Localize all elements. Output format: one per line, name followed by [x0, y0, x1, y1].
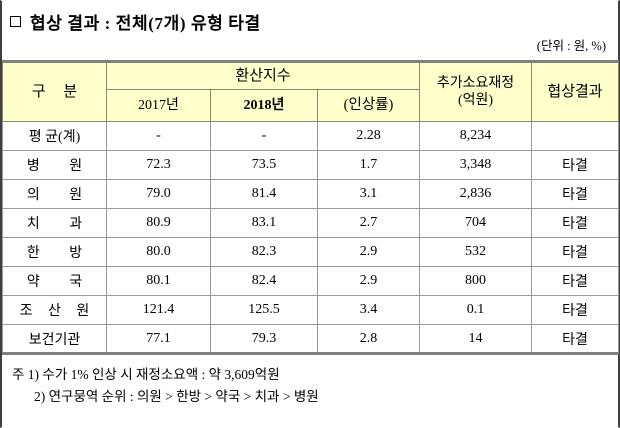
table-row: 약 국 80.1 82.4 2.9 800 타결 — [2, 266, 620, 296]
column-header-gubun: 구 분 — [2, 60, 107, 122]
cell-2018: 81.4 — [210, 179, 318, 209]
row-category-label: 약 국 — [26, 275, 96, 290]
cell-result: 타결 — [531, 150, 620, 180]
footnote-2: 2) 연구뭉역 순위 : 의원 > 한방 > 약국 > 치과 > 병원 — [34, 388, 319, 404]
cell-2018: 83.1 — [210, 208, 318, 238]
cell-rate: 2.9 — [316, 237, 421, 267]
open-square-bullet-icon — [10, 16, 21, 27]
column-header-hwansan: 환산지수 — [105, 60, 421, 90]
table-row: 조 산 원 121.4 125.5 3.4 0.1 타결 — [2, 295, 620, 325]
row-category-label: 조 산 원 — [19, 304, 96, 319]
document-title-row: 협상 결과 : 전체(7개) 유형 타결 — [2, 1, 618, 33]
column-header-finance-label: 추가소요재정 — [436, 75, 515, 91]
cell-finance: 8,234 — [419, 121, 533, 151]
cell-result: 타결 — [531, 324, 620, 355]
row-category: 보건기관 — [2, 324, 107, 355]
table-row: 평 균(계) - -2.28 8,234 — [2, 121, 620, 151]
cell-result: 타결 — [531, 208, 620, 238]
cell-rate: 2.8 — [316, 324, 421, 355]
footnotes: 주 1) 수가 1% 인상 시 재정소요액 : 약 3,609억원 2) 연구뭉… — [2, 355, 618, 408]
row-category: 치 과 — [2, 208, 107, 238]
column-header-finance-unit: (억원) — [457, 93, 494, 108]
cell-2017: 80.9 — [106, 208, 211, 238]
negotiation-results-table: 구 분 환산지수 추가소요재정 (억원) 협상결과 2017년 2018년 (인… — [2, 60, 620, 355]
cell-2017: 72.3 — [106, 150, 211, 180]
cell-finance: 0.1 — [419, 295, 533, 325]
cell-result — [531, 121, 620, 151]
footnote-1: 주 1) 수가 1% 인상 시 재정소요액 : 약 3,609억원 — [12, 367, 280, 382]
cell-2017: 79.0 — [106, 179, 211, 209]
cell-result: 타결 — [531, 295, 620, 325]
cell-result: 타결 — [531, 237, 620, 267]
cell-finance: 3,348 — [419, 150, 533, 180]
row-category: 조 산 원 — [2, 295, 107, 325]
column-header-2018: 2018년 — [210, 89, 318, 123]
row-category-label: 평 균(계) — [28, 130, 81, 145]
row-category-label: 의 원 — [26, 188, 96, 203]
cell-2018: 125.5 — [210, 295, 318, 325]
cell-finance: 2,836 — [419, 179, 533, 209]
column-header-2017: 2017년 — [106, 89, 211, 123]
table-header-row-1: 구 분 환산지수 추가소요재정 (억원) 협상결과 — [2, 60, 620, 122]
cell-2018: 82.4 — [210, 266, 318, 296]
cell-2017: 77.1 — [106, 324, 211, 355]
cell-2017: 80.0 — [106, 237, 211, 267]
cell-2018: 79.3 — [210, 324, 318, 355]
cell-2018: 82.3 — [210, 237, 318, 267]
table-row: 한 방 80.0 82.3 2.9 532 타결 — [2, 237, 620, 267]
row-category-label: 병 원 — [26, 159, 96, 174]
page-title: 협상 결과 : 전체(7개) 유형 타결 — [30, 14, 261, 33]
cell-rate: 2.9 — [316, 266, 421, 296]
cell-rate: 2.7 — [316, 208, 421, 238]
table-header-row-2: 2017년 2018년 (인상률) — [3, 89, 619, 123]
column-header-finance: 추가소요재정 (억원) — [419, 60, 533, 122]
row-category: 병 원 — [2, 150, 107, 180]
cell-2017: 80.1 — [106, 266, 211, 296]
cell-finance: 532 — [419, 237, 533, 267]
unit-note: (단위 : 원, %) — [536, 39, 606, 53]
cell-rate: 3.4 — [316, 295, 421, 325]
table-row: 병 원 72.3 73.5 1.7 3,348 타결 — [2, 150, 620, 180]
cell-rate: 1.7 — [316, 150, 421, 180]
cell-2018: - — [210, 121, 318, 151]
row-category-label: 보건기관 — [28, 332, 81, 348]
cell-result: 타결 — [531, 179, 620, 209]
cell-rate: 2.28 — [316, 121, 421, 151]
table-row: 치 과 80.9 83.1 2.7 704 타결 — [2, 208, 620, 238]
cell-rate: 3.1 — [316, 179, 421, 209]
cell-finance: 800 — [419, 266, 533, 296]
table-body: 평 균(계) - -2.28 8,234 병 원 72.3 73.5 1.7 3,348 타결 의 … — [2, 121, 620, 355]
cell-finance: 14 — [419, 324, 533, 355]
row-category: 한 방 — [2, 237, 107, 267]
column-header-result: 협상결과 — [531, 60, 620, 122]
cell-2018: 73.5 — [210, 150, 318, 180]
table-header: 구 분 환산지수 추가소요재정 (억원) 협상결과 2017년 2018년 (인… — [2, 60, 620, 123]
row-category: 평 균(계) — [2, 121, 107, 151]
table-row: 의 원 79.0 81.4 3.1 2,836 타결 — [2, 179, 620, 209]
table-row: 보건기관 77.1 79.3 2.8 14 타결 — [2, 324, 620, 355]
row-category: 약 국 — [2, 266, 107, 296]
row-category: 의 원 — [2, 179, 107, 209]
cell-2017: 121.4 — [106, 295, 211, 325]
column-header-rate: (인상률) — [316, 89, 421, 123]
cell-2017: - — [106, 121, 211, 151]
cell-finance: 704 — [419, 208, 533, 238]
cell-result: 타결 — [531, 266, 620, 296]
row-category-label: 한 방 — [26, 246, 96, 261]
row-category-label: 치 과 — [26, 217, 96, 232]
